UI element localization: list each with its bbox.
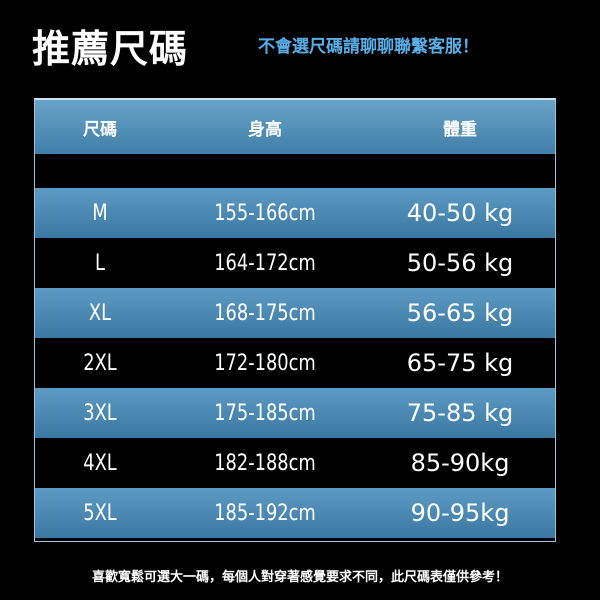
cell-size: XL xyxy=(88,300,112,326)
cell-weight: 40-50 kg xyxy=(406,199,514,227)
table-row: 4XL 182-188cm 85-90kg xyxy=(35,438,555,488)
header-size: 尺碼 xyxy=(83,119,117,140)
table-row: M 155-166cm 40-50 kg xyxy=(35,188,555,238)
cell-weight: 56-65 kg xyxy=(406,299,514,327)
cell-size: M xyxy=(92,200,108,226)
cell-height: 175-185cm xyxy=(214,400,316,426)
cell-height: 185-192cm xyxy=(214,500,316,526)
header-height: 身高 xyxy=(248,119,282,140)
subtitle: 不會選尺碼請聊聊聯繫客服！ xyxy=(258,37,479,57)
cell-height: 168-175cm xyxy=(214,300,316,326)
table-row: 5XL 185-192cm 90-95kg xyxy=(35,488,555,538)
cell-weight: 85-90kg xyxy=(410,449,510,477)
table-row: L 164-172cm 50-56 kg xyxy=(35,238,555,288)
table-row: 3XL 175-185cm 75-85 kg xyxy=(35,388,555,438)
cell-height: 164-172cm xyxy=(214,250,316,276)
cell-weight: 75-85 kg xyxy=(406,399,514,427)
cell-weight: 65-75 kg xyxy=(406,349,514,377)
blank-row xyxy=(35,154,555,188)
cell-size: 4XL xyxy=(83,450,117,476)
cell-height: 172-180cm xyxy=(214,350,316,376)
cell-size: L xyxy=(95,250,105,276)
cell-size: 5XL xyxy=(83,500,117,526)
cell-size: 2XL xyxy=(83,350,117,376)
cell-height: 182-188cm xyxy=(214,450,316,476)
table-row: XL 168-175cm 56-65 kg xyxy=(35,288,555,338)
header-weight: 體重 xyxy=(443,119,477,140)
table-header: 尺碼 身高 體重 xyxy=(35,100,555,154)
cell-size: 3XL xyxy=(83,400,117,426)
footer-note: 喜歡寬鬆可選大一碼，每個人對穿著感覺要求不同，此尺碼表僅供參考！ xyxy=(91,570,508,585)
cell-height: 155-166cm xyxy=(214,200,316,226)
cell-weight: 90-95kg xyxy=(410,499,510,527)
table-row: 2XL 172-180cm 65-75 kg xyxy=(35,338,555,388)
cell-weight: 50-56 kg xyxy=(406,249,514,277)
page-title: 推薦尺碼 xyxy=(32,27,189,71)
size-chart-table: 尺碼 身高 體重 M 155-166cm 40-50 kg L 164-172cm 50-… xyxy=(34,98,556,542)
